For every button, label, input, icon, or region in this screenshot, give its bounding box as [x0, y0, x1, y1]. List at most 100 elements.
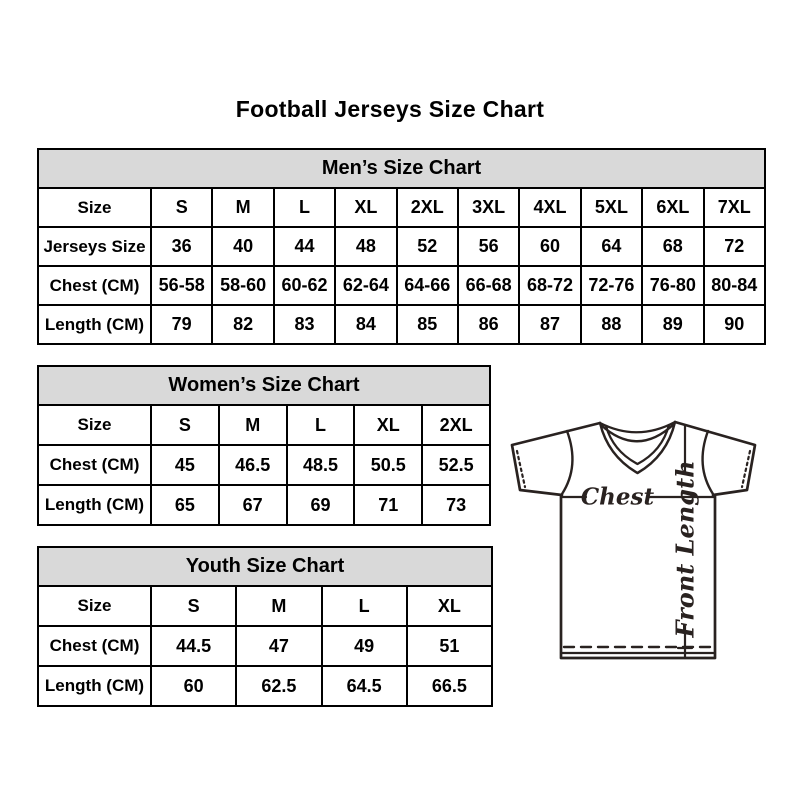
table-cell: 60-62	[272, 265, 337, 306]
table-cell: 65	[150, 484, 220, 526]
collar-back-arc-shallow	[598, 420, 677, 434]
table-cell: 83	[272, 304, 337, 345]
jersey-diagram: Chest Front Length	[500, 398, 768, 674]
left-armhole-seam	[560, 429, 574, 496]
mens-size-table: Men’s Size Chart Size S M L XL 2XL 3XL 4…	[37, 148, 767, 345]
table-cell: 46.5	[217, 444, 288, 486]
table-cell: 7XL	[702, 187, 767, 228]
table-cell: 84	[334, 304, 398, 345]
table-cell: 62-64	[334, 265, 398, 306]
collar-outer-v	[598, 420, 677, 475]
table-cell: 5XL	[579, 187, 644, 228]
table-cell: 72	[702, 226, 767, 267]
table-cell: 89	[641, 304, 705, 345]
row-label-cell: Jerseys Size	[37, 226, 152, 267]
row-label-cell: Size	[37, 187, 152, 228]
table-cell: 67	[217, 484, 288, 526]
table-cell: 60	[149, 665, 238, 707]
row-label-cell: Length (CM)	[37, 665, 152, 707]
table-cell: XL	[405, 585, 494, 627]
table-cell: 4XL	[518, 187, 582, 228]
table-cell: 64.5	[320, 665, 408, 707]
table-cell: 40	[211, 226, 275, 267]
table-row: Chest (CM) 56-58 58-60 60-62 62-64 64-66…	[37, 265, 767, 306]
table-cell: 56	[456, 226, 521, 267]
womens-table-title: Women’s Size Chart	[37, 365, 491, 406]
table-cell: L	[320, 585, 408, 627]
table-cell: 69	[285, 484, 356, 526]
row-label-cell: Size	[37, 404, 152, 446]
table-cell: 52	[395, 226, 459, 267]
table-row: Length (CM) 79 82 83 84 85 86 87 88 89 9…	[37, 304, 767, 345]
table-cell: 80-84	[702, 265, 767, 306]
table-row: Chest (CM) 44.5 47 49 51	[37, 625, 494, 667]
youth-size-table: Youth Size Chart Size S M L XL Chest (CM…	[37, 546, 494, 707]
table-cell: 36	[149, 226, 214, 267]
table-cell: 2XL	[421, 404, 491, 446]
table-cell: 50.5	[353, 444, 424, 486]
row-label-cell: Chest (CM)	[37, 265, 152, 306]
table-cell: 87	[518, 304, 582, 345]
table-section-row: Women’s Size Chart	[37, 365, 491, 406]
table-row: Size S M L XL	[37, 585, 494, 627]
table-cell: 85	[395, 304, 459, 345]
table-cell: 90	[702, 304, 767, 345]
table-cell: 44	[272, 226, 337, 267]
table-cell: 79	[149, 304, 214, 345]
table-cell: 60	[518, 226, 582, 267]
table-cell: L	[272, 187, 337, 228]
chest-label: Chest	[581, 484, 655, 511]
table-cell: 48	[334, 226, 398, 267]
table-cell: 51	[405, 625, 494, 667]
right-cuff-stitch	[740, 449, 752, 489]
jersey-outline	[510, 420, 757, 660]
table-cell: 82	[211, 304, 275, 345]
table-cell: M	[211, 187, 275, 228]
table-row: Jerseys Size 36 40 44 48 52 56 60 64 68 …	[37, 226, 767, 267]
table-cell: 64	[579, 226, 644, 267]
table-row: Chest (CM) 45 46.5 48.5 50.5 52.5	[37, 444, 491, 486]
table-cell: 76-80	[641, 265, 705, 306]
table-cell: 45	[150, 444, 220, 486]
table-cell: S	[150, 404, 220, 446]
table-cell: M	[235, 585, 323, 627]
table-row: Size S M L XL 2XL	[37, 404, 491, 446]
table-cell: S	[149, 585, 238, 627]
table-cell: L	[285, 404, 356, 446]
table-cell: 71	[353, 484, 424, 526]
table-cell: 73	[421, 484, 491, 526]
table-cell: 72-76	[579, 265, 644, 306]
table-cell: 2XL	[395, 187, 459, 228]
collar-back-arc-deep	[599, 422, 676, 443]
table-cell: M	[217, 404, 288, 446]
table-cell: S	[149, 187, 214, 228]
table-cell: 6XL	[641, 187, 705, 228]
table-cell: 52.5	[421, 444, 491, 486]
table-row: Length (CM) 65 67 69 71 73	[37, 484, 491, 526]
table-cell: 49	[320, 625, 408, 667]
table-cell: XL	[334, 187, 398, 228]
row-label-cell: Chest (CM)	[37, 444, 152, 486]
table-cell: 58-60	[211, 265, 275, 306]
table-section-row: Youth Size Chart	[37, 546, 493, 587]
table-cell: 86	[456, 304, 521, 345]
right-armhole-seam	[701, 429, 715, 496]
youth-table-title: Youth Size Chart	[37, 546, 493, 587]
table-cell: XL	[353, 404, 424, 446]
table-cell: 3XL	[456, 187, 521, 228]
table-cell: 47	[235, 625, 323, 667]
row-label-cell: Chest (CM)	[37, 625, 152, 667]
table-cell: 66-68	[456, 265, 521, 306]
front-length-label: Front Length	[671, 460, 700, 638]
table-cell: 68	[641, 226, 705, 267]
row-label-cell: Size	[37, 585, 152, 627]
table-cell: 56-58	[149, 265, 214, 306]
table-section-row: Men’s Size Chart	[37, 148, 766, 189]
table-cell: 62.5	[235, 665, 323, 707]
left-cuff-stitch	[515, 449, 527, 489]
table-cell: 66.5	[405, 665, 494, 707]
table-cell: 88	[579, 304, 644, 345]
collar-inner-v	[604, 423, 671, 466]
womens-size-table: Women’s Size Chart Size S M L XL 2XL Che…	[37, 365, 491, 526]
